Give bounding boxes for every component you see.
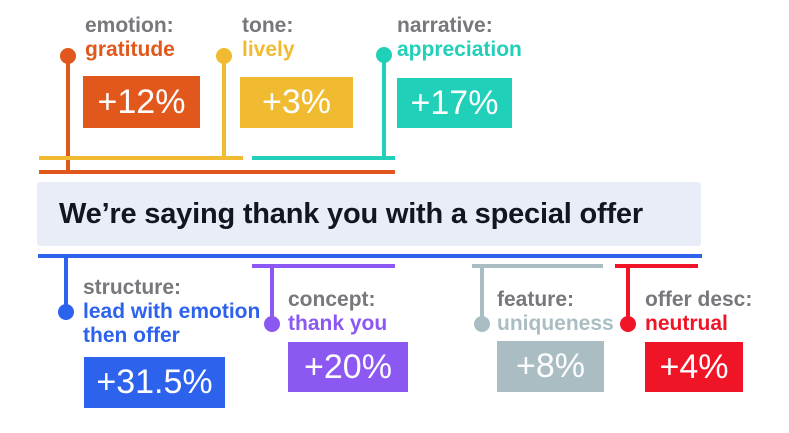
- emotion-label-value: gratitude: [85, 38, 175, 61]
- structure-label-key: structure:: [83, 276, 182, 299]
- concept-label-value: thank you: [288, 312, 388, 335]
- narrative-label-value: appreciation: [397, 38, 522, 61]
- tone-label-value: lively: [242, 38, 295, 61]
- tone-pin-marker: [216, 48, 232, 64]
- narrative-label: narrative: appreciation: [397, 14, 522, 62]
- emotion-underline: [39, 170, 395, 174]
- narrative-delta-badge: +17%: [397, 78, 512, 128]
- narrative-underline: [252, 156, 395, 160]
- emotion-delta-badge: +12%: [83, 76, 200, 128]
- tone-label-key: tone:: [242, 14, 294, 37]
- feature-delta-badge: +8%: [497, 341, 604, 392]
- concept-label-key: concept:: [288, 288, 376, 311]
- sentence-text: We’re saying thank you with a special of…: [59, 197, 643, 230]
- emotion-pin-stem: [66, 55, 70, 174]
- structure-delta-badge: +31.5%: [84, 357, 225, 408]
- concept-underline: [252, 264, 395, 268]
- offer-desc-underline: [615, 264, 698, 268]
- offer-desc-label-key: offer desc:: [645, 288, 753, 311]
- structure-pin-marker: [58, 304, 74, 320]
- tone-underline: [39, 156, 243, 160]
- emotion-label-key: emotion:: [85, 14, 174, 37]
- narrative-pin-stem: [382, 54, 386, 160]
- concept-pin-marker: [264, 316, 280, 332]
- concept-label: concept: thank you: [288, 288, 387, 336]
- structure-label-value: lead with emotion then offer: [83, 300, 261, 347]
- feature-label: feature: uniqueness: [497, 288, 614, 336]
- offer-desc-pin-marker: [620, 316, 636, 332]
- offer-desc-pin-stem: [626, 266, 630, 326]
- emotion-label: emotion: gratitude: [85, 14, 175, 62]
- feature-underline: [472, 264, 603, 268]
- structure-pin-stem: [64, 256, 68, 314]
- narrative-label-key: narrative:: [397, 14, 493, 37]
- concept-delta-badge: +20%: [288, 342, 408, 392]
- tone-delta-badge: +3%: [240, 77, 353, 128]
- feature-label-key: feature:: [497, 288, 575, 311]
- offer-desc-label: offer desc: neutrual: [645, 288, 752, 336]
- sentence-bar: We’re saying thank you with a special of…: [37, 182, 701, 246]
- offer-desc-delta-badge: +4%: [645, 342, 743, 392]
- structure-label: structure: lead with emotion then offer: [83, 276, 263, 348]
- emotion-pin-marker: [60, 48, 76, 64]
- narrative-pin-marker: [376, 47, 392, 63]
- feature-pin-stem: [480, 266, 484, 326]
- tone-label: tone: lively: [242, 14, 295, 62]
- offer-desc-label-value: neutrual: [645, 312, 728, 335]
- feature-label-value: uniqueness: [497, 312, 614, 335]
- concept-pin-stem: [270, 266, 274, 326]
- feature-pin-marker: [474, 316, 490, 332]
- structure-underline: [38, 254, 702, 258]
- tone-pin-stem: [222, 55, 226, 160]
